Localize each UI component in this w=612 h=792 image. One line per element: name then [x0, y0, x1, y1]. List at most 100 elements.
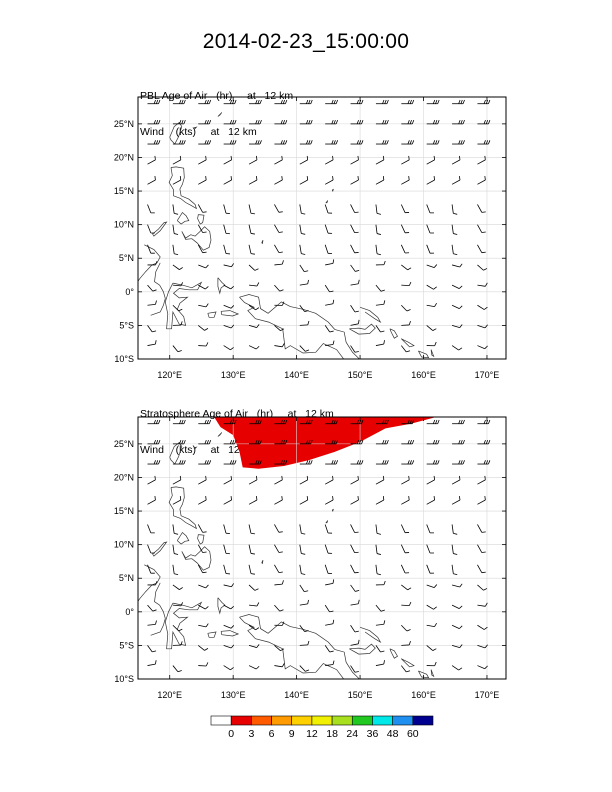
coastline — [181, 226, 212, 251]
coastline — [325, 520, 329, 524]
coastline — [220, 630, 240, 637]
wind-barb — [147, 155, 156, 165]
wind-barb — [451, 176, 461, 185]
wind-barb — [324, 204, 333, 214]
wind-barb — [147, 140, 161, 145]
wind-barb — [223, 644, 235, 649]
wind-barb — [147, 475, 156, 485]
wind-barb — [172, 641, 183, 646]
wind-barb — [477, 544, 486, 553]
wind-barb — [299, 599, 309, 606]
lat-label: 10°S — [114, 674, 134, 684]
wind-barb — [426, 176, 435, 185]
wind-barb — [477, 99, 491, 105]
wind-barb — [477, 419, 491, 425]
wind-barb — [375, 176, 385, 185]
wind-barb — [452, 460, 465, 465]
wind-barb — [274, 580, 284, 586]
wind-barb — [299, 99, 313, 105]
wind-barb — [147, 496, 156, 505]
wind-barb — [401, 264, 412, 271]
lon-label: 130°E — [221, 690, 246, 700]
coastline — [177, 531, 190, 545]
wind-barb — [223, 583, 235, 588]
wind-barb — [299, 279, 309, 286]
colorbar — [210, 715, 434, 726]
wind-barb — [274, 204, 283, 213]
wind-barb — [375, 496, 385, 505]
lon-label: 170°E — [475, 370, 500, 380]
colorbar-tick-label: 60 — [406, 728, 419, 740]
coastline — [349, 323, 376, 335]
wind-barb — [325, 660, 335, 666]
wind-barb — [451, 345, 463, 351]
wind-barb — [248, 544, 255, 555]
map-panel-pbl: 25°N 20°N 15°N 10°N 5°N 0° 5°S 10°S 120°E 130°E 14… — [114, 96, 507, 380]
wind-barb — [375, 620, 386, 626]
wind-barb — [223, 544, 230, 555]
wind-barb — [274, 224, 283, 233]
wind-barb — [401, 119, 415, 125]
wind-barb — [375, 224, 382, 235]
wind-barb — [426, 564, 434, 574]
colorbar-tick-label: 24 — [346, 728, 359, 740]
wind-barb — [350, 204, 359, 213]
wind-barb — [274, 99, 288, 105]
wind-barb — [198, 325, 209, 331]
coastline — [138, 244, 161, 282]
wind-barb — [172, 564, 179, 576]
wind-barb — [147, 439, 161, 445]
wind-barb — [325, 419, 338, 425]
wind-barb — [426, 99, 440, 105]
coastline — [168, 166, 198, 210]
wind-barb — [401, 281, 412, 287]
wind-barb — [223, 304, 235, 309]
coastline — [389, 328, 398, 339]
wind-barb — [350, 564, 359, 574]
lon-label: 140°E — [284, 690, 309, 700]
wind-barb — [147, 325, 157, 333]
coastline — [331, 508, 334, 512]
wind-barb — [147, 99, 161, 105]
wind-barb — [426, 460, 440, 465]
wind-barb — [375, 300, 386, 306]
wind-barb — [223, 155, 232, 165]
wind-barb — [299, 419, 313, 425]
wind-barb — [477, 204, 486, 213]
colorbar-swatch — [331, 715, 353, 726]
wind-barb — [147, 119, 161, 125]
wind-barb — [248, 155, 258, 165]
wind-barb — [223, 324, 235, 329]
wind-barb — [324, 284, 334, 293]
wind-barb — [375, 99, 389, 105]
wind-barb — [299, 244, 306, 255]
wind-barb — [451, 583, 463, 588]
coastline — [430, 669, 435, 678]
map-panel-stratosphere: 25°N 20°N 15°N 10°N 5°N 0° 5°S 10°S 120°E 130°E 14… — [114, 416, 507, 700]
wind-barb — [172, 624, 183, 632]
wind-barb — [223, 99, 237, 105]
wind-barb — [299, 564, 306, 575]
wind-barb — [375, 580, 386, 586]
lat-label: 20°N — [114, 152, 134, 162]
wind-barb — [274, 260, 284, 266]
wind-barb — [375, 155, 385, 165]
wind-barb — [401, 304, 411, 312]
wind-barb — [248, 564, 255, 575]
wind-barb — [274, 663, 285, 668]
lat-label: 25°N — [114, 119, 134, 129]
wind-barb — [477, 345, 488, 350]
wind-barb — [350, 544, 359, 554]
wind-barb — [147, 524, 155, 534]
wind-barb — [477, 244, 486, 254]
wind-barb — [274, 244, 283, 254]
lon-label: 130°E — [221, 370, 246, 380]
wind-barb — [426, 622, 437, 628]
wind-barb — [223, 176, 232, 185]
colorbar-swatch — [251, 715, 272, 726]
coastline — [325, 200, 329, 204]
wind-barb — [426, 661, 437, 667]
wind-barb — [223, 140, 237, 145]
wind-barb — [299, 544, 306, 555]
wind-barb — [299, 204, 306, 215]
